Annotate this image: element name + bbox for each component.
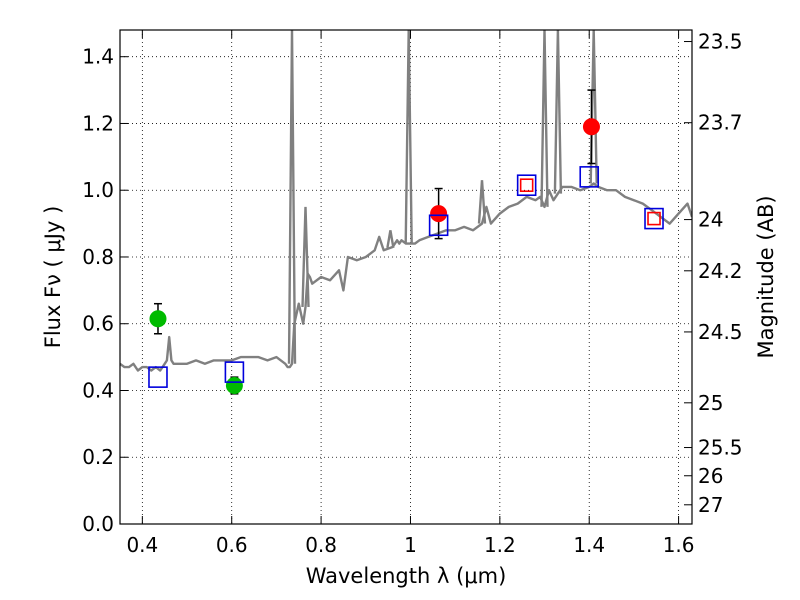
plot-frame	[119, 29, 693, 525]
x-tick-label: 1.4	[573, 533, 605, 557]
x-tick-label: 1	[404, 533, 417, 557]
emission-line-spike	[540, 30, 549, 207]
emission-line-spike	[386, 230, 395, 249]
model-flux-square	[224, 361, 245, 383]
model-spectrum-line	[120, 182, 692, 372]
model-flux-square-inner	[519, 178, 534, 193]
data-point	[582, 118, 600, 136]
data-point	[430, 205, 448, 223]
y-right-tick-label: 24.5	[698, 320, 743, 344]
model-flux-square-inner	[647, 211, 661, 226]
y-tick-label: 0.0	[82, 512, 114, 536]
model-flux-square	[644, 207, 664, 230]
y-right-tick-label: 27	[698, 493, 723, 517]
x-axis-label: Wavelength λ (μm)	[306, 564, 507, 588]
plot-area	[120, 30, 692, 395]
y-tick-label: 0.8	[82, 245, 114, 269]
model-flux-square	[579, 166, 600, 188]
y-tick-label: 0.6	[82, 312, 114, 336]
y-tick-label: 1.4	[82, 45, 114, 69]
data-point	[225, 376, 243, 394]
y-right-tick-label: 24.2	[698, 259, 743, 283]
y-right-tick-label: 23.7	[698, 111, 743, 135]
emission-line-spike	[404, 30, 413, 244]
emission-line-spike	[553, 30, 563, 194]
ticks: 0.4 0.6 0.8 1 1.2 1.4 1.6 0.0 0.2 0.4 0.6 0.8 1.0 1.2…	[82, 30, 742, 557]
x-tick-label: 1.2	[484, 533, 516, 557]
emission-line-spike	[301, 206, 310, 308]
y-tick-label: 1.2	[82, 111, 114, 135]
emission-line-spike	[477, 180, 487, 224]
y-right-tick-label: 25	[698, 391, 723, 415]
x-tick-label: 0.4	[126, 533, 158, 557]
x-tick-label: 0.8	[305, 533, 337, 557]
y-tick-label: 0.2	[82, 445, 114, 469]
x-tick-label: 0.6	[216, 533, 248, 557]
y-axis-label: Flux Fν ( μJy )	[41, 206, 65, 349]
model-flux-square	[148, 366, 168, 388]
y-right-tick-label: 23.5	[698, 30, 743, 54]
y-tick-label: 1.0	[82, 178, 114, 202]
model-flux-square	[428, 214, 449, 237]
y-right-tick-label: 25.5	[698, 436, 743, 460]
data-point	[149, 310, 167, 328]
model-flux-square	[516, 174, 537, 197]
y-right-tick-label: 24	[698, 208, 723, 232]
y-axis-label-right: Magnitude (AB)	[754, 195, 778, 358]
x-tick-label: 1.6	[663, 533, 695, 557]
y-tick-label: 0.4	[82, 378, 114, 402]
emission-line-spike	[287, 30, 297, 364]
y-right-tick-label: 26	[698, 464, 723, 488]
